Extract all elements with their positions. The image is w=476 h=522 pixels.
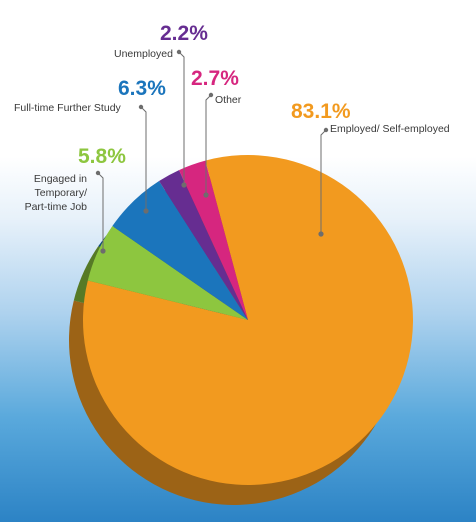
leader-dot-other bbox=[208, 92, 214, 98]
category-label-temporary-line2: Temporary/ bbox=[34, 187, 87, 199]
leader-dot-unemployed bbox=[176, 49, 182, 55]
pie-slice-employed bbox=[82, 154, 413, 485]
category-label-temporary-line1: Engaged in bbox=[34, 173, 87, 185]
category-label-unemployed: Unemployed bbox=[114, 48, 173, 60]
leader-dot-further_study bbox=[143, 208, 149, 214]
leader-dot-temporary bbox=[100, 248, 106, 254]
pct-label-further-study: 6.3% bbox=[118, 77, 166, 100]
pct-label-temporary: 5.8% bbox=[78, 145, 126, 168]
pct-label-unemployed: 2.2% bbox=[160, 22, 208, 45]
leader-dot-employed bbox=[318, 231, 324, 237]
category-label-other: Other bbox=[215, 94, 242, 106]
pie-slice-temporary bbox=[87, 226, 248, 320]
category-label-employed: Employed/ Self-employed bbox=[330, 123, 450, 135]
leader-line-unemployed bbox=[178, 51, 185, 185]
pct-label-other: 2.7% bbox=[191, 67, 239, 90]
pie-slice-other bbox=[179, 160, 248, 320]
pct-label-employed: 83.1% bbox=[291, 100, 351, 123]
leader-line-further_study bbox=[140, 106, 147, 211]
category-label-further-study: Full-time Further Study bbox=[14, 102, 122, 114]
category-label-temporary-line3: Part-time Job bbox=[25, 201, 88, 213]
leader-line-other bbox=[205, 94, 212, 195]
leader-dot-further_study bbox=[138, 104, 144, 110]
leader-lines bbox=[95, 49, 329, 254]
leader-dot-other bbox=[203, 192, 209, 198]
leader-line-temporary bbox=[97, 172, 104, 251]
leader-dot-unemployed bbox=[181, 182, 187, 188]
leader-dot-employed bbox=[323, 127, 329, 133]
leader-line-employed bbox=[320, 129, 327, 234]
pie-slices bbox=[82, 154, 413, 485]
leader-dot-temporary bbox=[95, 170, 101, 176]
pie-slice-further_study bbox=[112, 181, 248, 320]
pie-slice-unemployed bbox=[159, 170, 248, 320]
